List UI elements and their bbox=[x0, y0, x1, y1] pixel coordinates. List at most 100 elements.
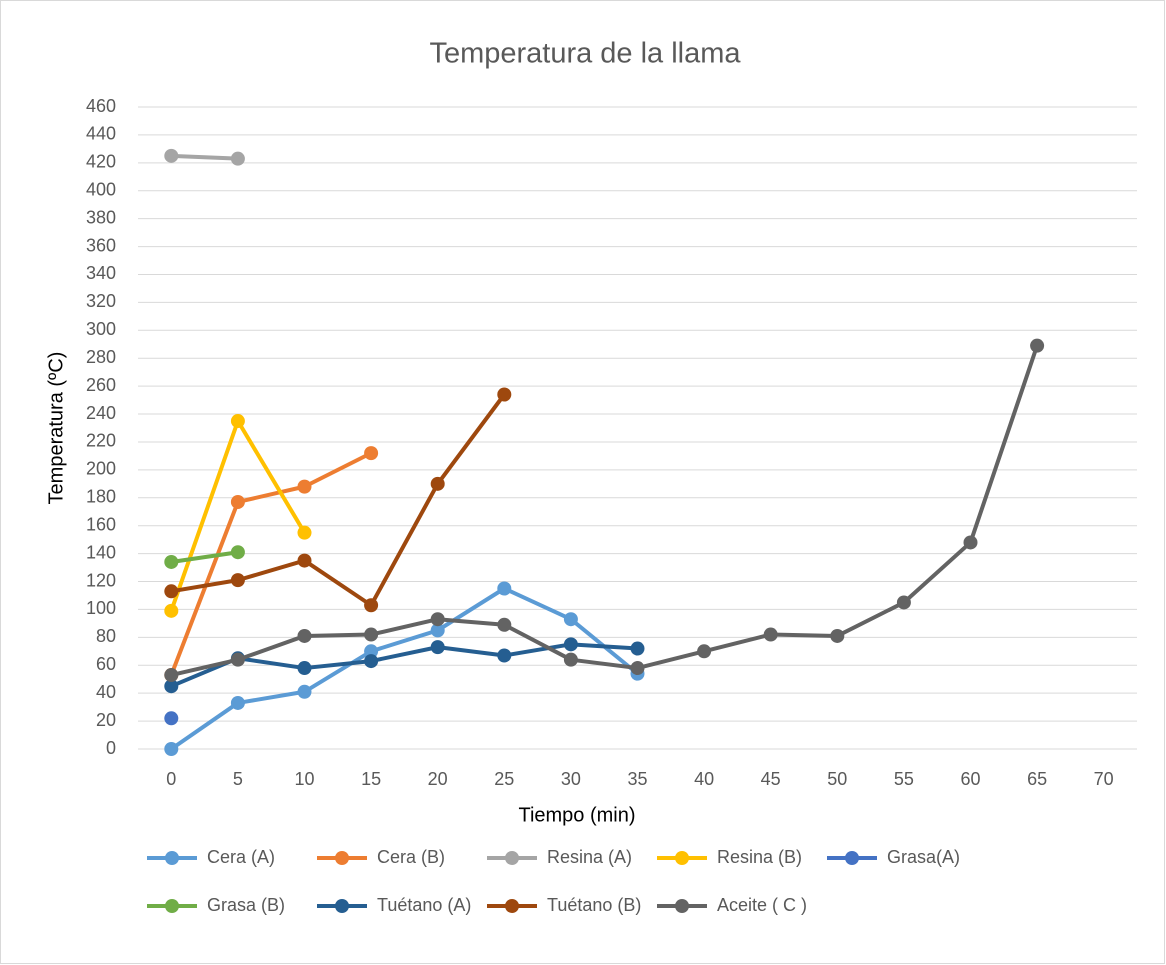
legend-label: Resina (B) bbox=[717, 847, 802, 867]
data-point bbox=[364, 446, 379, 461]
y-tick-label: 120 bbox=[86, 570, 116, 590]
series-line bbox=[169, 343, 1040, 678]
legend-marker bbox=[845, 851, 859, 865]
data-point bbox=[230, 652, 245, 667]
x-tick-label: 35 bbox=[627, 769, 647, 789]
y-tick-label: 440 bbox=[86, 124, 116, 144]
x-tick-label: 50 bbox=[827, 769, 847, 789]
data-point bbox=[497, 648, 512, 663]
data-point bbox=[497, 617, 512, 632]
data-point bbox=[697, 644, 712, 659]
data-point bbox=[497, 387, 512, 402]
legend-label: Aceite ( C ) bbox=[717, 895, 807, 915]
x-tick-label: 5 bbox=[233, 769, 243, 789]
y-tick-label: 280 bbox=[86, 347, 116, 367]
x-tick-label: 45 bbox=[761, 769, 781, 789]
data-point bbox=[430, 640, 445, 655]
x-tick-label: 40 bbox=[694, 769, 714, 789]
y-tick-label: 260 bbox=[86, 375, 116, 395]
y-tick-label: 300 bbox=[86, 319, 116, 339]
x-tick-label: 70 bbox=[1094, 769, 1114, 789]
data-point bbox=[297, 684, 312, 699]
data-point bbox=[230, 414, 245, 429]
data-point bbox=[630, 641, 645, 656]
data-point bbox=[563, 612, 578, 627]
y-tick-label: 200 bbox=[86, 459, 116, 479]
data-point bbox=[763, 627, 778, 642]
x-tick-label: 10 bbox=[294, 769, 314, 789]
legend-label: Grasa(A) bbox=[887, 847, 960, 867]
series-line bbox=[169, 392, 507, 608]
data-point bbox=[563, 652, 578, 667]
data-point bbox=[830, 628, 845, 643]
y-tick-label: 40 bbox=[96, 682, 116, 702]
data-point bbox=[230, 545, 245, 560]
x-tick-label: 15 bbox=[361, 769, 381, 789]
legend-marker bbox=[675, 899, 689, 913]
y-tick-label: 80 bbox=[96, 626, 116, 646]
chart-title: Temperatura de la llama bbox=[429, 38, 741, 70]
data-point bbox=[164, 554, 179, 569]
legend-marker bbox=[675, 851, 689, 865]
data-point bbox=[430, 623, 445, 638]
x-tick-label: 20 bbox=[428, 769, 448, 789]
data-point bbox=[164, 668, 179, 683]
y-tick-label: 380 bbox=[86, 207, 116, 227]
data-point bbox=[896, 595, 911, 610]
x-tick-label: 0 bbox=[166, 769, 176, 789]
y-axis-label: Temperatura (ºC) bbox=[45, 352, 67, 505]
data-point bbox=[164, 148, 179, 163]
y-tick-label: 0 bbox=[106, 738, 116, 758]
data-point bbox=[364, 627, 379, 642]
y-tick-label: 20 bbox=[96, 710, 116, 730]
data-point bbox=[297, 628, 312, 643]
x-tick-label: 60 bbox=[960, 769, 980, 789]
data-point bbox=[297, 479, 312, 494]
legend-label: Cera (B) bbox=[377, 847, 445, 867]
series-line bbox=[169, 550, 240, 564]
y-tick-label: 60 bbox=[96, 654, 116, 674]
legend-marker bbox=[505, 899, 519, 913]
data-point bbox=[164, 679, 179, 694]
data-point bbox=[297, 661, 312, 676]
legend-label: Cera (A) bbox=[207, 847, 275, 867]
legend-marker bbox=[165, 899, 179, 913]
data-point bbox=[430, 476, 445, 491]
legend-label: Grasa (B) bbox=[207, 895, 285, 915]
x-tick-label: 65 bbox=[1027, 769, 1047, 789]
y-tick-label: 240 bbox=[86, 403, 116, 423]
y-tick-label: 340 bbox=[86, 263, 116, 283]
legend-label: Tuétano (B) bbox=[547, 895, 641, 915]
series-line bbox=[169, 153, 240, 161]
legend-marker bbox=[335, 851, 349, 865]
data-point bbox=[230, 494, 245, 509]
data-point bbox=[164, 584, 179, 599]
x-tick-label: 55 bbox=[894, 769, 914, 789]
data-point bbox=[497, 581, 512, 596]
series-line bbox=[169, 642, 640, 689]
data-point bbox=[364, 654, 379, 669]
legend-label: Tuétano (A) bbox=[377, 895, 471, 915]
data-point bbox=[297, 553, 312, 568]
data-point bbox=[364, 598, 379, 613]
y-tick-label: 180 bbox=[86, 487, 116, 507]
y-tick-label: 100 bbox=[86, 598, 116, 618]
y-tick-label: 140 bbox=[86, 542, 116, 562]
data-point bbox=[230, 151, 245, 166]
data-point bbox=[630, 661, 645, 676]
x-axis-label: Tiempo (min) bbox=[518, 804, 635, 826]
data-point bbox=[364, 644, 379, 659]
y-tick-label: 220 bbox=[86, 431, 116, 451]
data-point bbox=[164, 711, 179, 726]
y-tick-label: 160 bbox=[86, 514, 116, 534]
y-tick-label: 400 bbox=[86, 179, 116, 199]
data-point bbox=[164, 742, 179, 756]
x-tick-label: 25 bbox=[494, 769, 514, 789]
y-tick-label: 320 bbox=[86, 291, 116, 311]
data-point bbox=[230, 573, 245, 588]
data-point bbox=[1030, 338, 1045, 353]
y-tick-label: 460 bbox=[86, 96, 116, 116]
data-point bbox=[563, 637, 578, 652]
